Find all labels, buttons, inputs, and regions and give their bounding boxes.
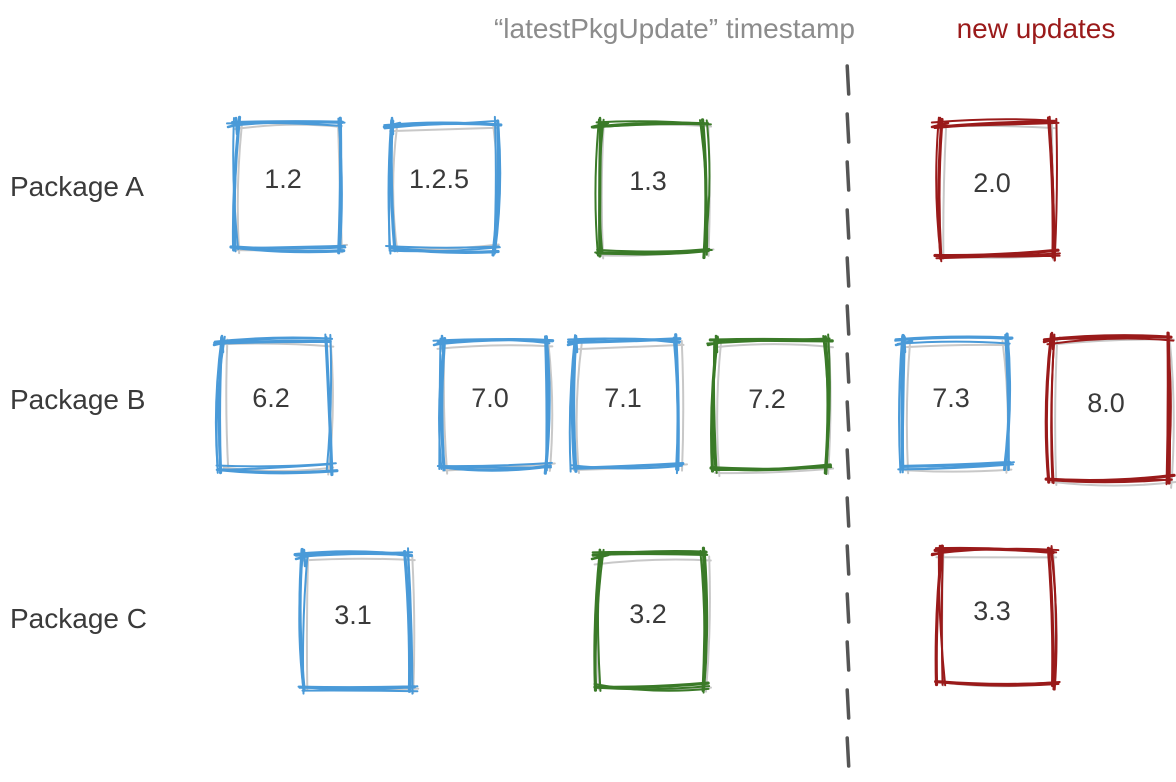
version-box-outline (293, 547, 417, 693)
timestamp-divider-line (845, 64, 851, 768)
divider-dash (845, 448, 851, 480)
version-label: 7.2 (748, 384, 786, 414)
version-box-outline (933, 117, 1061, 262)
version-box-outline (226, 116, 347, 252)
divider-dash (845, 736, 851, 768)
version-boxes: 1.2 1.2.5 1.3 2.0 6.2 7.0 7.1 7.2 7.3 8.0 3.1 3.2 3.… (212, 115, 1176, 695)
version-box: 3.2 (590, 546, 712, 694)
version-label: 7.0 (471, 383, 509, 413)
divider-dash (845, 256, 851, 288)
version-box-outline (595, 118, 713, 256)
version-box-outline (896, 336, 1015, 474)
divider-dash (845, 400, 851, 432)
version-box-outline (930, 115, 1061, 263)
version-box-outline (709, 334, 833, 476)
version-box-outline (299, 550, 419, 695)
divider-dash (845, 160, 851, 192)
divider-dash (845, 64, 851, 96)
version-box: 2.0 (930, 115, 1061, 263)
version-box-outline (385, 115, 500, 253)
version-box-pin (1042, 331, 1062, 351)
version-label: 8.0 (1087, 388, 1125, 418)
version-label: 3.1 (334, 600, 372, 630)
version-box-shadow (219, 338, 335, 476)
row-label-package-b: Package B (10, 384, 145, 415)
version-box-shadow (436, 340, 556, 475)
version-box-outline (706, 333, 832, 474)
version-box-pin (590, 116, 610, 136)
version-box: 3.3 (930, 544, 1061, 692)
version-box-pin (226, 116, 246, 136)
version-box-pin (432, 334, 452, 354)
version-box-pin (566, 334, 586, 354)
divider-dash (845, 640, 851, 672)
timestamp-header: “latestPkgUpdate” timestamp (494, 13, 855, 44)
version-box-shadow (593, 555, 712, 693)
version-box-outline (215, 333, 334, 474)
version-label: 3.3 (973, 596, 1011, 626)
version-box: 7.0 (432, 334, 556, 475)
version-box-outline (213, 333, 337, 471)
version-box: 1.2.5 (382, 115, 503, 257)
version-box-pin (930, 116, 950, 136)
divider-dash (845, 352, 851, 384)
divider-dash (845, 496, 851, 528)
version-box-pin (590, 548, 610, 568)
version-box: 6.2 (212, 333, 339, 477)
version-box-outline (593, 548, 710, 694)
version-box-pin (212, 334, 232, 354)
version-box-outline (590, 118, 712, 257)
row-label-package-c: Package C (10, 603, 147, 634)
version-label: 3.2 (629, 599, 667, 629)
version-box: 1.2 (226, 115, 348, 255)
version-label: 1.2 (264, 164, 302, 194)
version-box-outline (383, 119, 502, 255)
version-box-pin (706, 334, 726, 354)
version-box: 7.1 (566, 333, 689, 475)
version-box-outline (591, 548, 711, 692)
divider-dash (845, 208, 851, 240)
divider-dash (845, 112, 851, 144)
version-box-pin (894, 334, 914, 354)
version-box-outline (432, 335, 552, 473)
row-label-package-a: Package A (10, 171, 144, 202)
version-box-shadow (572, 339, 689, 475)
version-box: 3.1 (293, 547, 420, 695)
version-box-shadow (300, 553, 420, 695)
divider-dash (845, 688, 851, 720)
version-box-pin (930, 544, 950, 564)
version-box-outline (1042, 331, 1176, 485)
version-box-outline (930, 545, 1060, 691)
divider-dash (845, 544, 851, 576)
divider-dash (845, 592, 851, 624)
version-box-outline (1046, 335, 1175, 484)
version-box-pin (382, 116, 402, 136)
version-box-pin (294, 548, 314, 568)
version-box: 1.3 (590, 116, 715, 260)
version-label: 6.2 (252, 383, 290, 413)
version-label: 7.3 (932, 383, 970, 413)
version-box: 7.2 (706, 333, 835, 478)
version-box-shadow (1049, 334, 1176, 489)
version-label: 7.1 (604, 383, 642, 413)
version-label: 2.0 (973, 168, 1011, 198)
version-box: 8.0 (1042, 331, 1176, 489)
version-box-outline (567, 334, 683, 475)
version-box: 7.3 (894, 332, 1015, 475)
new-updates-header: new updates (957, 13, 1116, 44)
version-label: 1.2.5 (409, 164, 469, 194)
version-label: 1.3 (629, 166, 667, 196)
divider-dash (845, 304, 851, 336)
